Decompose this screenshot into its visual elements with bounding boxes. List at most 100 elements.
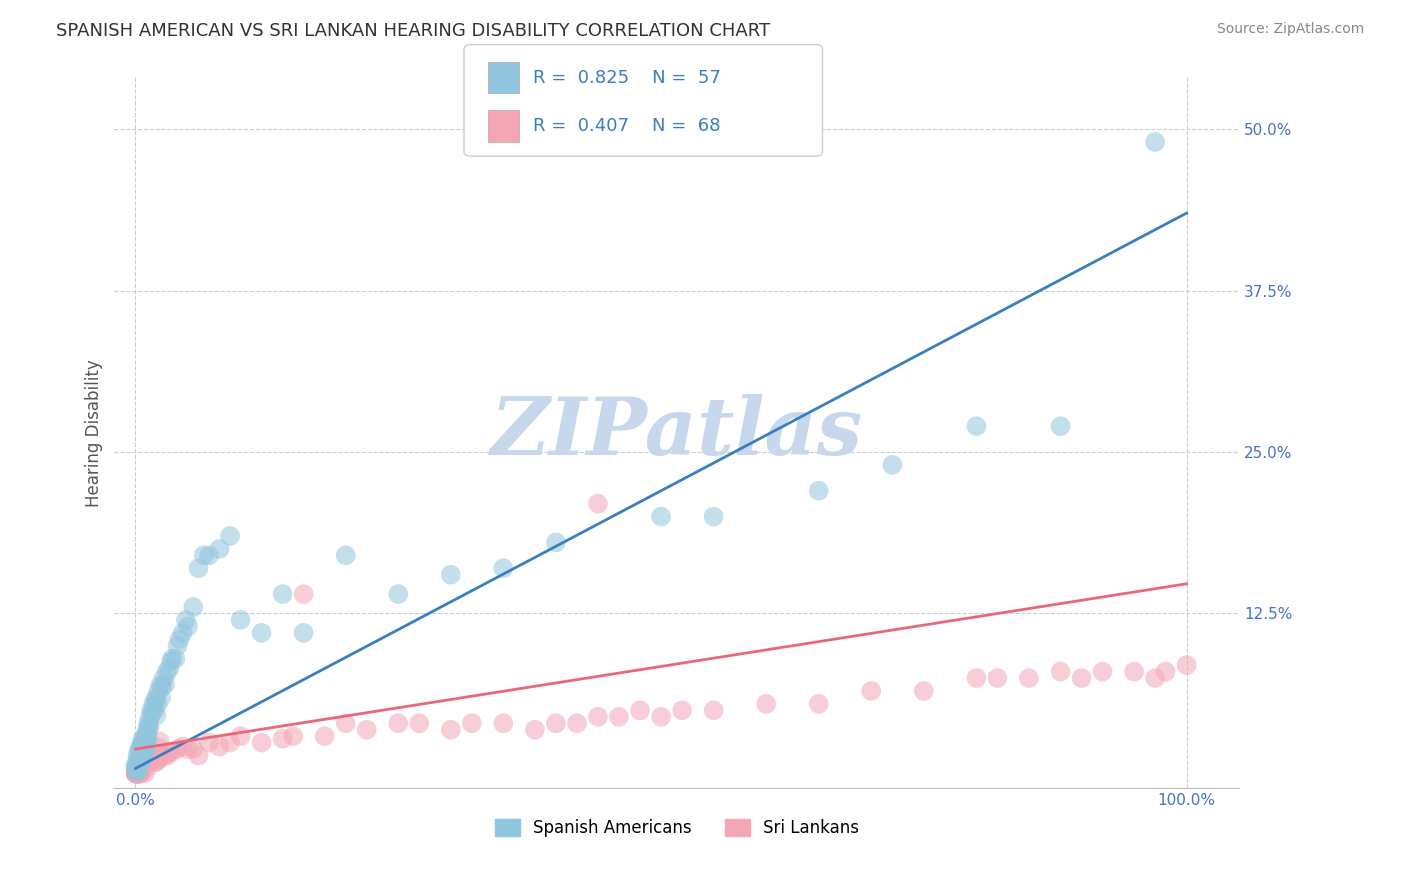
Point (131, 745, 153, 759)
Point (131, 760, 153, 774)
Point (129, 765, 152, 780)
Point (131, 757, 153, 772)
Point (128, 745, 150, 759)
Point (128, 742, 150, 756)
Point (160, 745, 183, 759)
Point (169, 632, 191, 647)
Point (134, 735, 156, 749)
Point (127, 764, 149, 779)
Point (136, 729, 159, 743)
Point (149, 734, 172, 748)
Point (129, 766, 152, 780)
Point (586, 710, 609, 724)
Point (145, 708, 167, 723)
Point (1144, 135, 1167, 149)
Point (544, 535, 567, 549)
Point (160, 651, 183, 665)
Point (132, 731, 155, 746)
Point (127, 766, 149, 780)
Point (314, 729, 336, 743)
Point (208, 739, 231, 754)
Point (181, 600, 204, 615)
Text: Source: ZipAtlas.com: Source: ZipAtlas.com (1216, 22, 1364, 37)
Point (127, 759, 149, 773)
Point (145, 693, 167, 707)
Point (461, 716, 484, 731)
Point (127, 762, 149, 776)
Point (132, 743, 155, 757)
Point (153, 671, 176, 685)
Point (127, 766, 149, 780)
Point (1144, 671, 1167, 685)
Point (148, 740, 170, 755)
Point (160, 654, 183, 668)
Point (1091, 665, 1114, 679)
Point (129, 765, 152, 780)
Point (250, 736, 273, 750)
Point (148, 684, 170, 698)
Point (149, 677, 172, 691)
Point (141, 703, 163, 717)
Point (148, 752, 170, 766)
Point (145, 690, 167, 705)
Point (187, 748, 209, 763)
Point (128, 766, 150, 780)
Point (157, 745, 180, 759)
Point (129, 739, 152, 754)
Point (127, 760, 149, 774)
Point (132, 742, 155, 756)
Point (1018, 671, 1040, 685)
Point (127, 762, 149, 776)
Point (127, 766, 149, 780)
Point (134, 739, 156, 754)
Point (650, 509, 672, 524)
Point (125, 764, 148, 779)
Point (271, 587, 294, 601)
Point (141, 706, 163, 720)
Text: R =  0.825    N =  57: R = 0.825 N = 57 (533, 69, 721, 87)
Point (150, 690, 173, 705)
Point (703, 703, 725, 717)
Point (172, 625, 194, 640)
Point (125, 766, 148, 780)
Point (145, 755, 167, 769)
Text: ZIPatlas: ZIPatlas (491, 394, 863, 471)
Point (135, 755, 157, 769)
Point (219, 529, 242, 543)
Point (208, 541, 231, 556)
Point (129, 751, 152, 765)
Point (408, 716, 430, 731)
Point (136, 716, 159, 731)
Point (166, 742, 188, 756)
Point (143, 703, 166, 717)
Point (138, 755, 160, 769)
Point (292, 587, 315, 601)
Point (124, 766, 146, 780)
Text: R =  0.407    N =  68: R = 0.407 N = 68 (533, 117, 720, 135)
Point (544, 716, 567, 731)
Point (142, 697, 165, 711)
Point (523, 723, 546, 737)
Point (156, 748, 179, 763)
Point (135, 740, 157, 755)
Point (882, 458, 904, 472)
Point (128, 759, 150, 773)
Point (136, 755, 159, 769)
Point (150, 748, 173, 763)
Point (128, 762, 150, 776)
Point (1175, 658, 1198, 673)
Point (125, 762, 148, 776)
Point (150, 680, 173, 694)
Point (132, 744, 155, 758)
Point (127, 748, 149, 763)
Point (128, 760, 150, 774)
Legend: Spanish Americans, Sri Lankans: Spanish Americans, Sri Lankans (488, 812, 866, 844)
Point (136, 755, 159, 769)
Point (129, 764, 152, 778)
Point (127, 765, 149, 780)
Point (131, 761, 153, 775)
Point (172, 739, 194, 754)
Point (129, 761, 152, 775)
Point (671, 703, 693, 717)
Point (135, 736, 157, 750)
